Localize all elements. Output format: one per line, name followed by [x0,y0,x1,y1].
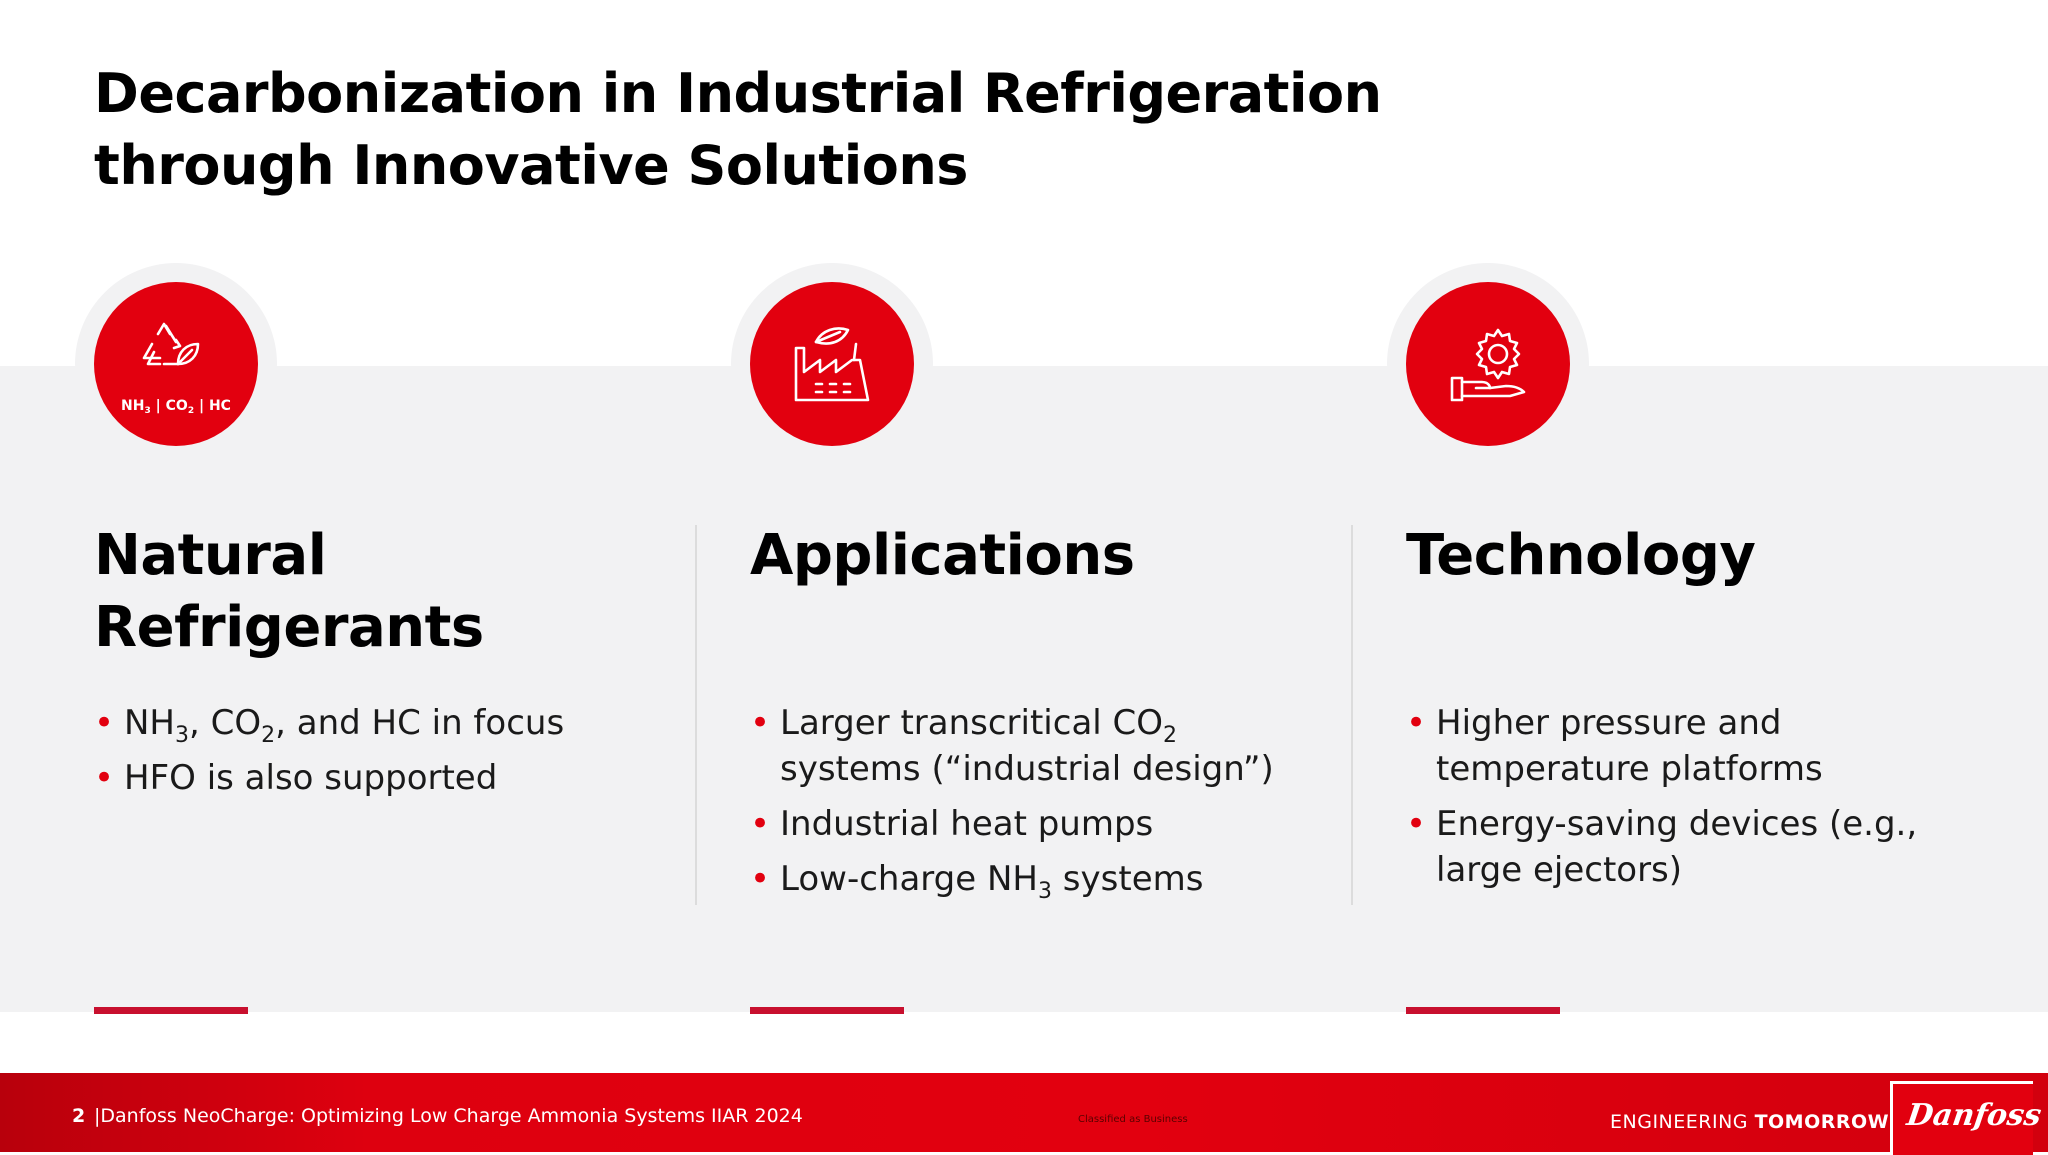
list-item: Energy-saving devices (e.g., large eject… [1406,801,1966,893]
tagline-regular: ENGINEERING [1610,1111,1749,1133]
natural-refrigerants-heading: Natural Refrigerants [94,520,654,664]
gear-hand-icon [1450,328,1526,402]
column-divider [695,525,697,905]
list-item: Larger transcritical CO2 systems (“indus… [750,700,1310,792]
technology-heading: Technology [1406,520,1966,592]
technology-list: Higher pressure and temperature platform… [1406,700,1966,902]
danfoss-logo: Danfoss [1890,1081,2043,1155]
recycle-leaf-icon: NH3 | CO2 | HC [121,322,231,416]
slide-title-line2: through Innovative Solutions [94,134,968,197]
column-accent-bar [1406,1007,1560,1014]
logo-text: Danfoss [1904,1098,2044,1133]
list-item: Higher pressure and temperature platform… [1406,700,1966,792]
refrigerant-icon-label: NH3 | CO2 | HC [121,398,231,416]
natural-refrigerants-badge: NH3 | CO2 | HC [94,282,258,446]
tagline: ENGINEERING TOMORROW [1610,1111,1889,1133]
page-number: 2 [72,1105,86,1127]
slide-title: Decarbonization in Industrial Refrigerat… [94,58,1382,202]
heading-line: Technology [1406,523,1756,588]
applications-list: Larger transcritical CO2 systems (“indus… [750,700,1310,911]
technology-badge [1406,282,1570,446]
column-divider [1351,525,1353,905]
list-item: Low-charge NH3 systems [750,856,1310,902]
content-band [0,366,2048,1012]
classification-label: Classified as Business [1078,1114,1188,1125]
column-accent-bar [94,1007,248,1014]
natural-refrigerants-list: NH3, CO2, and HC in focus HFO is also su… [94,700,654,810]
tagline-bold: TOMORROW [1754,1111,1890,1133]
slide-title-line1: Decarbonization in Industrial Refrigerat… [94,62,1382,125]
column-accent-bar [750,1007,904,1014]
applications-heading: Applications [750,520,1310,592]
footer-title: |Danfoss NeoCharge: Optimizing Low Charg… [94,1105,803,1127]
heading-line: Natural [94,523,327,588]
list-item: Industrial heat pumps [750,801,1310,847]
list-item: NH3, CO2, and HC in focus [94,700,654,746]
heading-line: Applications [750,523,1135,588]
list-item: HFO is also supported [94,755,654,801]
applications-badge [750,282,914,446]
heading-line: Refrigerants [94,595,484,660]
footer-bar: 2 |Danfoss NeoCharge: Optimizing Low Cha… [0,1073,2048,1152]
factory-leaf-icon [794,327,870,402]
